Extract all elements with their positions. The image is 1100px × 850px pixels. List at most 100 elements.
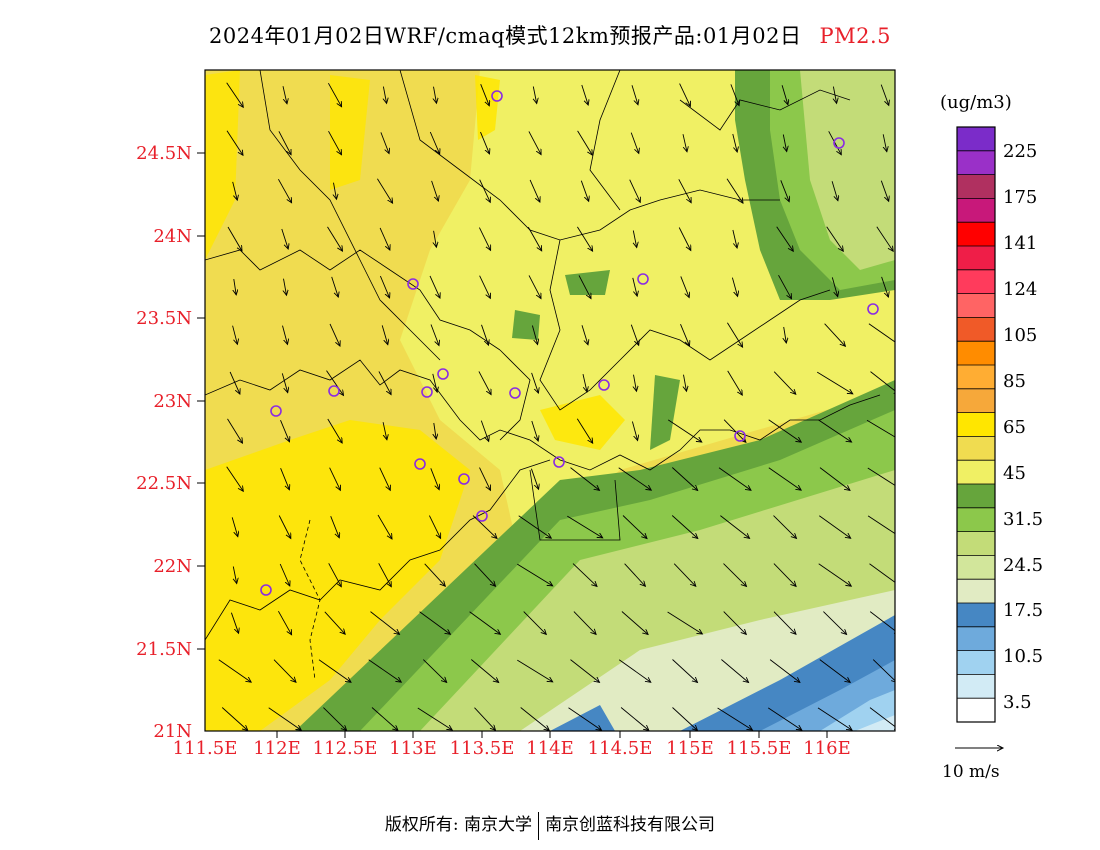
colorbar-swatch: [957, 531, 995, 556]
axis-ticks: [197, 152, 828, 738]
wind-vector: [630, 132, 639, 154]
colorbar-swatch: [957, 674, 995, 699]
wind-vector: [869, 563, 895, 587]
wind-vector: [883, 134, 887, 151]
wind-vector: [621, 611, 648, 635]
wind-vector: [234, 279, 236, 295]
footer-separator: [538, 811, 540, 840]
wind-vector: [382, 422, 387, 440]
lon-label-115-5e: 115.5E: [726, 738, 792, 759]
lon-label-114-5e: 114.5E: [587, 738, 653, 759]
wind-vector: [474, 563, 496, 587]
wind-vector: [570, 659, 600, 683]
wind-vector: [529, 179, 540, 202]
wind-vector: [431, 180, 439, 201]
wind-vector: [684, 374, 687, 392]
wind-vector: [680, 276, 689, 297]
lon-label-112-5e: 112.5E: [312, 738, 378, 759]
wind-vector: [371, 707, 398, 731]
wind-vector: [518, 515, 552, 538]
wind-vector: [880, 180, 888, 202]
green-patch-1: [512, 310, 540, 340]
wind-vector: [679, 83, 691, 107]
lat-label-22-5n: 22.5N: [136, 473, 192, 494]
coastline-ne: [205, 359, 881, 471]
wind-vector: [531, 325, 537, 345]
wind-vector: [268, 707, 302, 730]
wind-vector: [880, 84, 889, 106]
wind-vector: [318, 659, 351, 683]
wind-vector: [831, 277, 837, 296]
wind-vector: [632, 277, 637, 296]
wind-vector: [819, 659, 850, 683]
colorbar-swatch: [957, 603, 995, 628]
wind-vector: [331, 276, 339, 297]
wind-vector: [868, 323, 895, 343]
wind-vector: [480, 84, 490, 106]
wind-vector: [631, 421, 637, 441]
wind-vectors: [218, 82, 895, 731]
wind-vector: [732, 133, 737, 152]
wind-vector: [232, 325, 238, 345]
station-marker: [867, 303, 879, 315]
wind-vector: [773, 563, 796, 587]
station-marker: [414, 458, 426, 470]
wind-vector: [478, 227, 490, 251]
wind-vector: [377, 178, 392, 203]
wind-vector: [370, 611, 400, 635]
wind-vector: [429, 275, 440, 298]
colorbar-swatch: [957, 127, 995, 152]
colorbar-label: 24.5: [1003, 555, 1044, 576]
province-boundary-7: [679, 89, 851, 131]
wind-vector: [573, 611, 596, 635]
colorbar-swatch: [957, 341, 995, 366]
wind-vector: [432, 373, 437, 392]
wind-vector: [620, 707, 649, 731]
colorbar-swatch: [957, 698, 995, 723]
wind-vector: [723, 563, 747, 587]
station-marker: [407, 278, 419, 290]
station-marker: [833, 137, 845, 149]
wind-vector: [631, 85, 638, 105]
colorbar-swatch: [957, 388, 995, 414]
colorbar: [956, 126, 996, 723]
wind-vector: [767, 707, 802, 730]
wind-vector: [278, 515, 291, 539]
wind-vector: [479, 179, 491, 203]
station-marker: [637, 273, 649, 285]
wind-vector: [783, 134, 786, 152]
wind-vector: [517, 659, 552, 682]
wind-vector: [819, 515, 850, 539]
colorbar-label: 124: [1003, 279, 1038, 300]
wind-vector: [430, 468, 439, 489]
wind-vector: [577, 130, 593, 155]
colorbar-label: 85: [1003, 371, 1026, 392]
wind-vector: [568, 707, 602, 730]
colorbar-label: 17.5: [1003, 600, 1044, 621]
wind-vector: [768, 419, 802, 442]
wind-vector: [379, 227, 390, 250]
wind-vector: [429, 131, 439, 154]
wind-vector: [778, 274, 792, 299]
wind-vector: [232, 181, 238, 200]
wind-vector: [227, 418, 243, 443]
colorbar-label: 10.5: [1003, 646, 1044, 667]
wind-vector: [828, 131, 842, 154]
wind-vector: [633, 230, 636, 248]
colorbar-swatch: [957, 460, 995, 485]
wind-vector: [226, 82, 244, 108]
wind-vector: [377, 514, 392, 539]
lon-label-114e: 114E: [526, 738, 574, 759]
wind-vector: [528, 275, 541, 298]
wind-vector: [478, 371, 491, 394]
wind-vector: [769, 659, 800, 683]
wind-vector: [667, 419, 702, 442]
wind-vector: [768, 467, 801, 490]
wind-vector: [419, 611, 451, 635]
wind-vector: [278, 178, 291, 203]
wind-vector: [720, 515, 749, 539]
wind-vector: [624, 563, 646, 587]
wind-vector: [727, 370, 743, 395]
wind-vector: [531, 372, 539, 393]
